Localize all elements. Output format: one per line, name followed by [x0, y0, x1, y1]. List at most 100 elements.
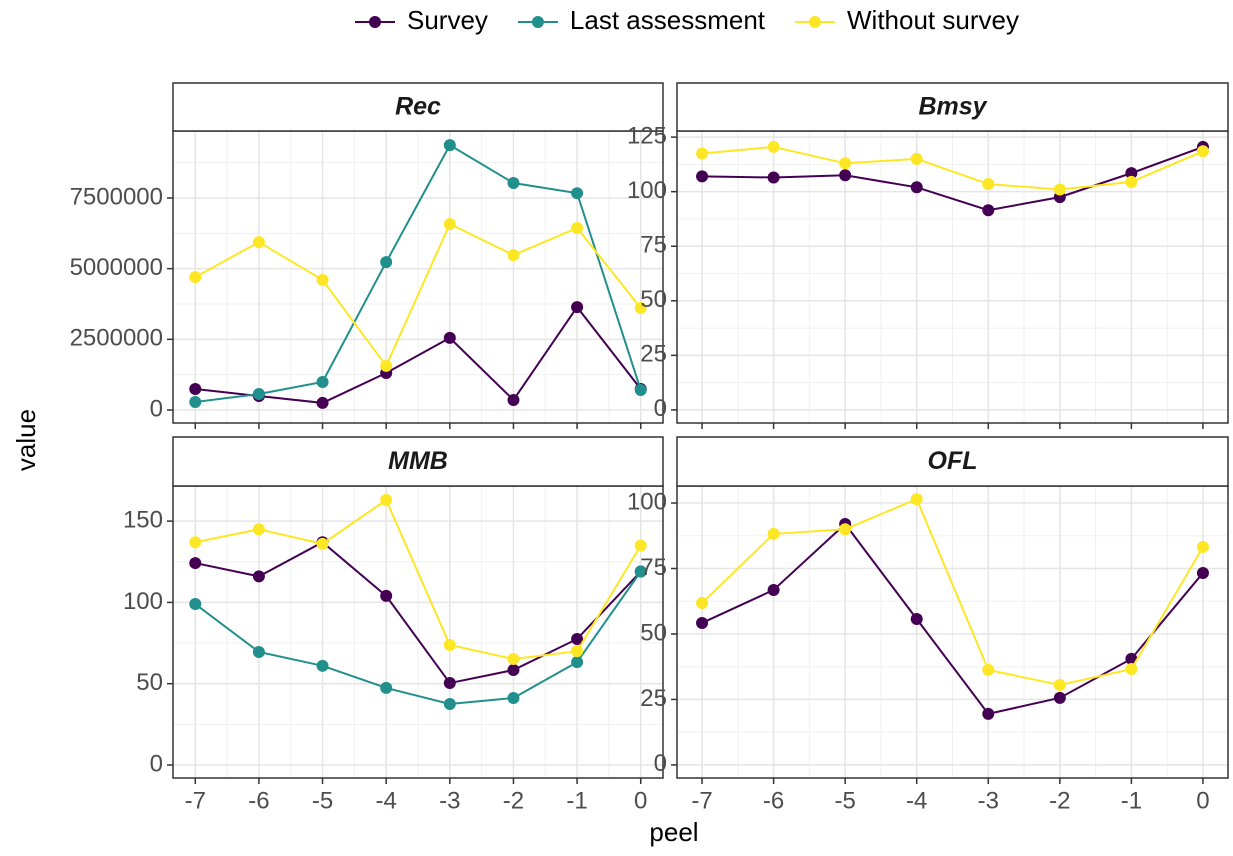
data-point [380, 589, 393, 602]
data-point [252, 387, 265, 400]
data-point [1053, 679, 1066, 692]
series-line [195, 541, 642, 685]
data-point [380, 256, 393, 269]
data-point [189, 395, 202, 408]
legend-marker [369, 16, 381, 28]
data-point [380, 359, 393, 372]
data-point [1125, 663, 1138, 676]
data-point [571, 645, 584, 658]
data-point [507, 177, 520, 190]
y-tick-label: 100 [627, 488, 667, 515]
data-point [634, 301, 647, 314]
y-tick-label: 50 [640, 619, 667, 646]
y-tick-label: 0 [150, 395, 163, 422]
data-point [189, 383, 202, 396]
x-tick-label: 0 [634, 787, 647, 814]
x-axis-title: peel [649, 817, 698, 847]
series-line [701, 522, 1204, 715]
x-tick-label: -4 [376, 787, 397, 814]
data-point [252, 236, 265, 249]
data-point [316, 537, 329, 550]
y-tick-label: 25 [640, 685, 667, 712]
x-tick-label: -6 [763, 787, 784, 814]
data-point [316, 659, 329, 672]
data-point [507, 692, 520, 705]
data-point [252, 645, 265, 658]
strip [172, 82, 664, 132]
data-point [443, 139, 456, 152]
data-point [507, 393, 520, 406]
data-point [696, 147, 709, 160]
data-point [1053, 183, 1066, 196]
data-point [1053, 691, 1066, 704]
data-point [696, 597, 709, 610]
data-point [189, 536, 202, 549]
y-tick-label: 7500000 [70, 183, 163, 210]
y-tick-label: 5000000 [70, 254, 163, 281]
x-tick-label: -3 [978, 787, 999, 814]
data-point [507, 249, 520, 262]
data-point [189, 598, 202, 611]
y-tick-label: 0 [654, 750, 667, 777]
data-point [252, 523, 265, 536]
data-point [1125, 175, 1138, 188]
panel-title: OFL [928, 447, 978, 475]
data-point [910, 152, 923, 165]
x-tick-label: -2 [503, 787, 524, 814]
y-tick-label: 50 [640, 286, 667, 313]
data-point [443, 639, 456, 652]
data-point [316, 396, 329, 409]
y-tick-label: 0 [150, 750, 163, 777]
data-point [380, 681, 393, 694]
legend-label: Last assessment [570, 5, 766, 35]
data-point [982, 663, 995, 676]
y-tick-label: 100 [627, 177, 667, 204]
x-tick-label: -6 [248, 787, 269, 814]
x-tick-label: -7 [185, 787, 206, 814]
data-point [767, 140, 780, 153]
data-point [839, 157, 852, 170]
x-tick-label: -1 [1121, 787, 1142, 814]
y-tick-label: 2500000 [70, 325, 163, 352]
strip [676, 82, 1229, 132]
strip [676, 436, 1229, 487]
series-line [702, 145, 1204, 212]
y-axis-title: value [11, 409, 41, 471]
data-point [189, 271, 202, 284]
x-tick-label: -5 [834, 787, 855, 814]
data-point [316, 376, 329, 389]
series-line [701, 497, 1204, 687]
legend-marker [531, 16, 544, 28]
data-point [189, 557, 202, 570]
x-tick-label: -1 [566, 787, 587, 814]
data-point [443, 677, 456, 690]
data-point [571, 301, 584, 314]
data-point [1196, 566, 1209, 579]
series-line [194, 222, 642, 368]
data-point [571, 656, 584, 669]
data-point [443, 217, 456, 230]
data-point [443, 331, 456, 344]
data-point [571, 187, 584, 200]
data-point [910, 613, 923, 626]
series-line [195, 305, 642, 404]
data-point [1125, 167, 1138, 180]
panel-title: MMB [388, 447, 448, 475]
x-tick-label: -3 [439, 787, 460, 814]
data-point [507, 652, 520, 665]
data-point [634, 539, 647, 552]
x-tick-label: -2 [1049, 787, 1070, 814]
data-point [507, 664, 520, 677]
data-point [443, 698, 456, 711]
data-point [252, 570, 265, 583]
y-tick-label: 75 [640, 554, 667, 581]
x-tick-label: -7 [691, 787, 712, 814]
data-point [696, 616, 709, 629]
data-point [634, 384, 647, 397]
data-point [910, 493, 923, 506]
data-point [316, 273, 329, 286]
data-point [982, 707, 995, 720]
x-tick-label: 0 [1196, 787, 1209, 814]
series-line [701, 145, 1204, 191]
strip [172, 436, 664, 487]
